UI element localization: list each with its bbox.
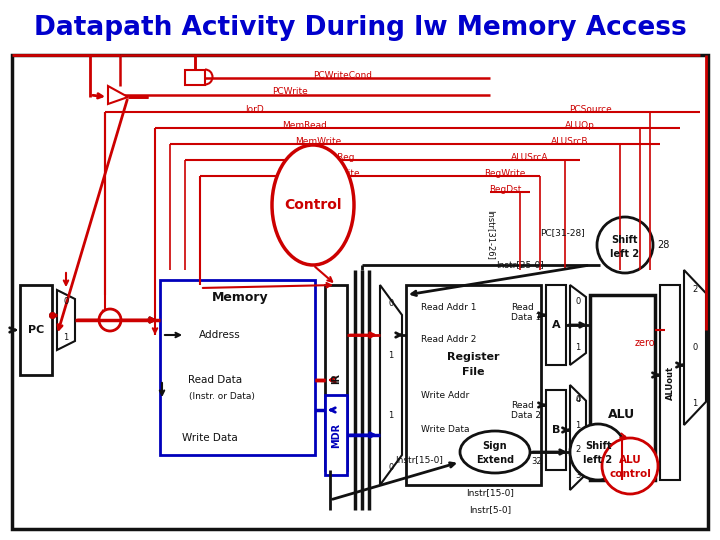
Text: PCWrite: PCWrite — [272, 87, 308, 97]
Text: Write Data: Write Data — [421, 426, 469, 435]
Polygon shape — [57, 290, 75, 350]
Text: 1: 1 — [388, 350, 394, 360]
Text: 0: 0 — [575, 395, 580, 403]
Text: Read: Read — [511, 302, 534, 312]
Text: MemtoReg: MemtoReg — [306, 152, 354, 161]
Text: Datapath Activity During lw Memory Access: Datapath Activity During lw Memory Acces… — [34, 15, 686, 41]
Bar — [12, 55, 708, 529]
Text: ALUout: ALUout — [665, 366, 675, 400]
Text: Data 1: Data 1 — [511, 313, 541, 321]
Text: Instr[15-0]: Instr[15-0] — [395, 456, 443, 464]
Text: 1: 1 — [575, 343, 580, 353]
Text: 32: 32 — [531, 457, 542, 467]
Text: Address: Address — [199, 330, 241, 340]
Text: MemWrite: MemWrite — [295, 137, 341, 145]
Polygon shape — [570, 385, 586, 490]
Text: ALUOp: ALUOp — [565, 120, 595, 130]
Bar — [185, 70, 205, 85]
Text: 1: 1 — [575, 421, 580, 429]
Ellipse shape — [460, 431, 530, 473]
Text: Instr[15-0]: Instr[15-0] — [466, 489, 514, 497]
Text: Shift: Shift — [612, 235, 638, 245]
Text: MemRead: MemRead — [282, 120, 328, 130]
Bar — [660, 285, 680, 480]
Text: Control: Control — [284, 198, 342, 212]
Text: 28: 28 — [657, 240, 669, 250]
Bar — [325, 395, 347, 475]
Text: ALUSrcB: ALUSrcB — [552, 137, 589, 145]
Polygon shape — [380, 285, 402, 485]
Text: A: A — [552, 320, 560, 330]
Text: 0: 0 — [693, 342, 698, 352]
Text: IRWrite: IRWrite — [327, 168, 359, 178]
Text: Instr[25-0]: Instr[25-0] — [496, 260, 544, 269]
Text: Read Addr 2: Read Addr 2 — [421, 335, 477, 345]
Text: 0: 0 — [63, 298, 68, 307]
Bar — [546, 390, 566, 470]
Text: left 2: left 2 — [583, 455, 613, 465]
Text: Sign: Sign — [482, 441, 508, 451]
Circle shape — [570, 424, 626, 480]
Text: 1: 1 — [693, 400, 698, 408]
Text: zero: zero — [635, 338, 655, 348]
Text: Read Addr 1: Read Addr 1 — [421, 302, 477, 312]
Polygon shape — [108, 86, 128, 104]
Bar — [160, 280, 315, 455]
Text: 0: 0 — [575, 296, 580, 306]
Text: B: B — [552, 425, 560, 435]
Text: PCSource: PCSource — [569, 105, 611, 113]
Text: Write Data: Write Data — [182, 433, 238, 443]
Text: 1: 1 — [388, 410, 394, 420]
Text: ALU: ALU — [608, 408, 636, 422]
Text: RegDst: RegDst — [489, 185, 521, 193]
Text: Read: Read — [511, 401, 534, 409]
Text: Register: Register — [446, 352, 499, 362]
Text: PCWriteCond: PCWriteCond — [313, 71, 372, 79]
Text: PC[31-28]: PC[31-28] — [540, 228, 585, 238]
Text: Shift: Shift — [585, 441, 611, 451]
Text: Read Data: Read Data — [188, 375, 242, 385]
Text: 2: 2 — [693, 286, 698, 294]
Text: Extend: Extend — [476, 455, 514, 465]
Bar — [20, 285, 52, 375]
Text: 1: 1 — [63, 333, 68, 341]
Ellipse shape — [272, 145, 354, 265]
Text: File: File — [462, 367, 485, 377]
Circle shape — [99, 309, 121, 331]
Text: MDR: MDR — [331, 422, 341, 448]
Text: ALUSrcA: ALUSrcA — [511, 152, 549, 161]
Bar — [406, 285, 541, 485]
Polygon shape — [684, 270, 706, 425]
Text: 0: 0 — [388, 299, 394, 307]
Text: Data 2: Data 2 — [511, 410, 541, 420]
Text: IR: IR — [331, 373, 341, 383]
Bar — [590, 295, 655, 480]
Text: RegWrite: RegWrite — [485, 168, 526, 178]
Text: 2: 2 — [575, 446, 580, 455]
Circle shape — [597, 217, 653, 273]
Polygon shape — [570, 285, 586, 365]
Text: control: control — [609, 469, 651, 479]
Text: ALU: ALU — [618, 455, 642, 465]
Text: 4: 4 — [575, 395, 580, 403]
Circle shape — [602, 438, 658, 494]
Text: 3: 3 — [575, 471, 581, 481]
Bar — [325, 285, 347, 470]
Text: IorD: IorD — [246, 105, 264, 113]
Text: Write Addr: Write Addr — [421, 390, 469, 400]
Text: PC: PC — [28, 325, 44, 335]
Text: Instr[5-0]: Instr[5-0] — [469, 505, 511, 515]
Text: Memory: Memory — [212, 292, 269, 305]
Text: left 2: left 2 — [611, 249, 639, 259]
Text: Instr[31-26]: Instr[31-26] — [485, 210, 495, 260]
Text: 0: 0 — [388, 462, 394, 471]
Bar — [546, 285, 566, 365]
Text: (Instr. or Data): (Instr. or Data) — [189, 393, 255, 402]
